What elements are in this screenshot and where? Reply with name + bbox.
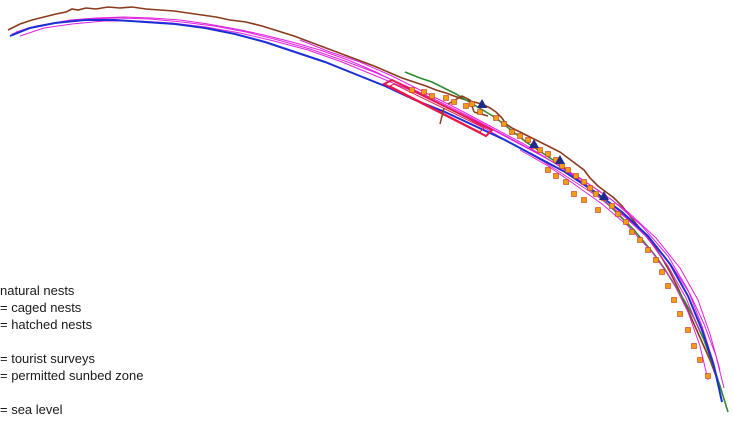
square-icon <box>665 283 671 289</box>
square-icon <box>559 163 565 169</box>
square-icon <box>545 151 551 157</box>
square-icon <box>525 137 531 143</box>
square-icon <box>429 93 435 99</box>
sunbed-zone <box>381 78 494 138</box>
square-icon <box>545 167 551 173</box>
legend-sea-level: = sea level <box>0 402 63 417</box>
legend-sunbed-zone: = permitted sunbed zone <box>0 368 144 383</box>
square-icon <box>659 269 665 275</box>
square-icon <box>615 211 621 217</box>
square-icon <box>697 357 703 363</box>
legend-tourist-surveys: = tourist surveys <box>0 351 96 366</box>
square-icon <box>421 89 427 95</box>
square-icon <box>671 297 677 303</box>
square-icon <box>645 247 651 253</box>
square-icon <box>563 179 569 185</box>
square-icon <box>517 133 523 139</box>
square-icon <box>637 237 643 243</box>
square-icon <box>629 229 635 235</box>
square-icon <box>493 115 499 121</box>
square-icon <box>691 343 697 349</box>
square-icon <box>587 185 593 191</box>
square-icon <box>595 207 601 213</box>
legend: natural nests = caged nests = hatched ne… <box>0 282 143 418</box>
legend-caged-nests: = caged nests <box>0 300 82 315</box>
square-icon <box>581 197 587 203</box>
survey-markers <box>477 99 609 200</box>
legend-natural-nests: natural nests <box>0 283 75 298</box>
square-icon <box>443 95 449 101</box>
square-icon <box>593 191 599 197</box>
legend-hatched-nests: = hatched nests <box>0 317 93 332</box>
square-icon <box>565 167 571 173</box>
square-icon <box>653 257 659 263</box>
nest-markers <box>409 87 711 379</box>
square-icon <box>509 129 515 135</box>
triangle-icon <box>555 155 565 164</box>
square-icon <box>469 101 475 107</box>
square-icon <box>609 203 615 209</box>
square-icon <box>451 99 457 105</box>
triangle-icon <box>529 139 539 148</box>
square-icon <box>677 311 683 317</box>
square-icon <box>501 121 507 127</box>
square-icon <box>581 179 587 185</box>
dune-line <box>7 6 721 391</box>
triangle-icon <box>599 191 609 200</box>
square-icon <box>537 147 543 153</box>
square-icon <box>685 327 691 333</box>
square-icon <box>463 103 469 109</box>
square-icon <box>409 87 415 93</box>
square-icon <box>573 173 579 179</box>
square-icon <box>553 173 559 179</box>
square-icon <box>623 219 629 225</box>
square-icon <box>705 373 711 379</box>
square-icon <box>571 191 577 197</box>
square-icon <box>477 109 483 115</box>
green-line <box>404 71 729 413</box>
triangle-icon <box>477 99 487 108</box>
